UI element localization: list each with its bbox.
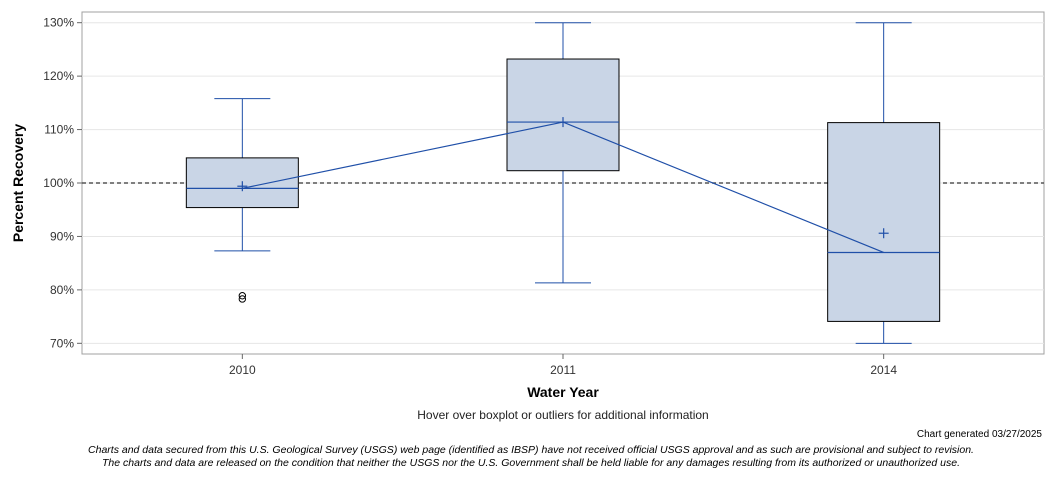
x-tick-label: 2014 <box>870 363 897 377</box>
y-tick-label: 100% <box>43 176 74 190</box>
median-connector-line <box>242 121 884 254</box>
y-tick-label: 70% <box>50 336 74 350</box>
x-tick-label: 2011 <box>550 363 576 377</box>
iqr-box[interactable] <box>506 58 620 172</box>
iqr-box[interactable] <box>827 122 941 322</box>
y-tick-label: 90% <box>50 229 74 243</box>
hover-instructions: Hover over boxplot or outliers for addit… <box>417 408 709 422</box>
outlier-point[interactable] <box>238 292 247 300</box>
y-axis-title: Percent Recovery <box>10 124 26 243</box>
disclaimer-line-2: The charts and data are released on the … <box>102 457 960 469</box>
boxplot-2014[interactable] <box>827 22 941 344</box>
outlier-point[interactable] <box>238 295 247 303</box>
y-tick-label: 80% <box>50 283 74 297</box>
boxes-layer[interactable] <box>185 22 941 344</box>
y-axis: 70% 80% 90% 100% 110% 120% 130% <box>43 16 82 350</box>
boxplot-2011[interactable] <box>506 22 620 284</box>
boxplot-chart: 70% 80% 90% 100% 110% 120% 130% 2010 2011 2014 W… <box>10 11 1045 400</box>
chart-generated-date: Chart generated 03/27/2025 <box>916 429 1042 440</box>
disclaimer-line-1: Charts and data secured from this U.S. G… <box>88 444 974 456</box>
y-tick-label: 110% <box>44 123 74 137</box>
x-tick-label: 2010 <box>229 363 256 377</box>
x-axis: 2010 2011 2014 <box>229 354 897 377</box>
y-tick-label: 130% <box>43 16 74 30</box>
x-axis-title: Water Year <box>527 384 599 400</box>
boxplot-2010[interactable] <box>185 98 299 303</box>
y-tick-label: 120% <box>43 69 74 83</box>
